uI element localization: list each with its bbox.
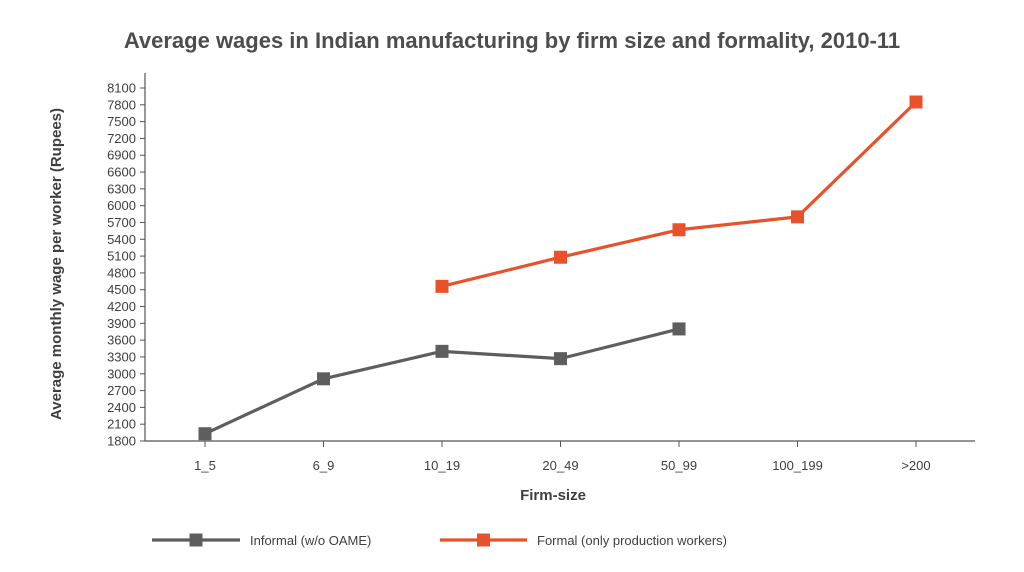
y-tick-label: 5100 bbox=[107, 249, 136, 264]
y-tick-label: 6000 bbox=[107, 198, 136, 213]
series-1-point bbox=[435, 344, 449, 358]
legend-label-1: Informal (w/o OAME) bbox=[250, 533, 371, 548]
chart-title: Average wages in Indian manufacturing by… bbox=[124, 28, 900, 53]
y-tick-label: 5700 bbox=[107, 215, 136, 230]
y-tick-label: 1800 bbox=[107, 434, 136, 449]
x-tick-label: 20_49 bbox=[542, 458, 578, 473]
y-tick-label: 2100 bbox=[107, 417, 136, 432]
series-line-2 bbox=[441, 100, 918, 288]
y-tick-label: 3300 bbox=[107, 349, 136, 364]
y-tick-label: 5400 bbox=[107, 232, 136, 247]
y-tick-label: 4200 bbox=[107, 299, 136, 314]
x-axis-ticks: 1_5 6_9 10_19 20_49 50_99 100_199 >200 bbox=[194, 441, 931, 473]
y-tick-label: 6300 bbox=[107, 181, 136, 196]
y-tick-label: 2400 bbox=[107, 400, 136, 415]
y-tick-label: 7500 bbox=[107, 114, 136, 129]
series-layer bbox=[198, 95, 923, 441]
series-2-point bbox=[435, 279, 449, 293]
x-tick-label: 6_9 bbox=[313, 458, 335, 473]
series-1-point bbox=[672, 322, 686, 336]
y-tick-label: 7800 bbox=[107, 97, 136, 112]
series-1-point bbox=[317, 372, 330, 386]
y-tick-label: 4800 bbox=[107, 265, 136, 280]
x-tick-label: >200 bbox=[901, 458, 930, 473]
series-1-point bbox=[198, 427, 212, 441]
series-2-point bbox=[909, 95, 923, 109]
series-2-point bbox=[554, 250, 567, 264]
x-tick-label: 100_199 bbox=[772, 458, 823, 473]
legend-label-2: Formal (only production workers) bbox=[537, 533, 727, 548]
x-axis-title: Firm-size bbox=[520, 487, 586, 504]
y-tick-label: 6600 bbox=[107, 165, 136, 180]
series-2-point bbox=[791, 210, 804, 224]
y-tick-label: 3000 bbox=[107, 366, 136, 381]
y-axis-title: Average monthly wage per worker (Rupees) bbox=[48, 108, 65, 420]
series-line-1 bbox=[204, 327, 680, 436]
y-tick-label: 4500 bbox=[107, 282, 136, 297]
y-tick-label: 6900 bbox=[107, 148, 136, 163]
x-tick-label: 1_5 bbox=[194, 458, 216, 473]
x-tick-label: 50_99 bbox=[661, 458, 697, 473]
legend: Informal (w/o OAME) Formal (only producti… bbox=[152, 533, 727, 548]
y-tick-label: 3600 bbox=[107, 333, 136, 348]
series-1-point bbox=[554, 352, 567, 366]
y-tick-label: 3900 bbox=[107, 316, 136, 331]
legend-marker-2 bbox=[477, 533, 490, 547]
y-tick-label: 8100 bbox=[107, 81, 136, 96]
legend-marker-1 bbox=[189, 533, 203, 547]
y-tick-label: 7200 bbox=[107, 131, 136, 146]
x-tick-label: 10_19 bbox=[424, 458, 460, 473]
series-2-point bbox=[672, 223, 686, 237]
y-tick-label: 2700 bbox=[107, 383, 136, 398]
